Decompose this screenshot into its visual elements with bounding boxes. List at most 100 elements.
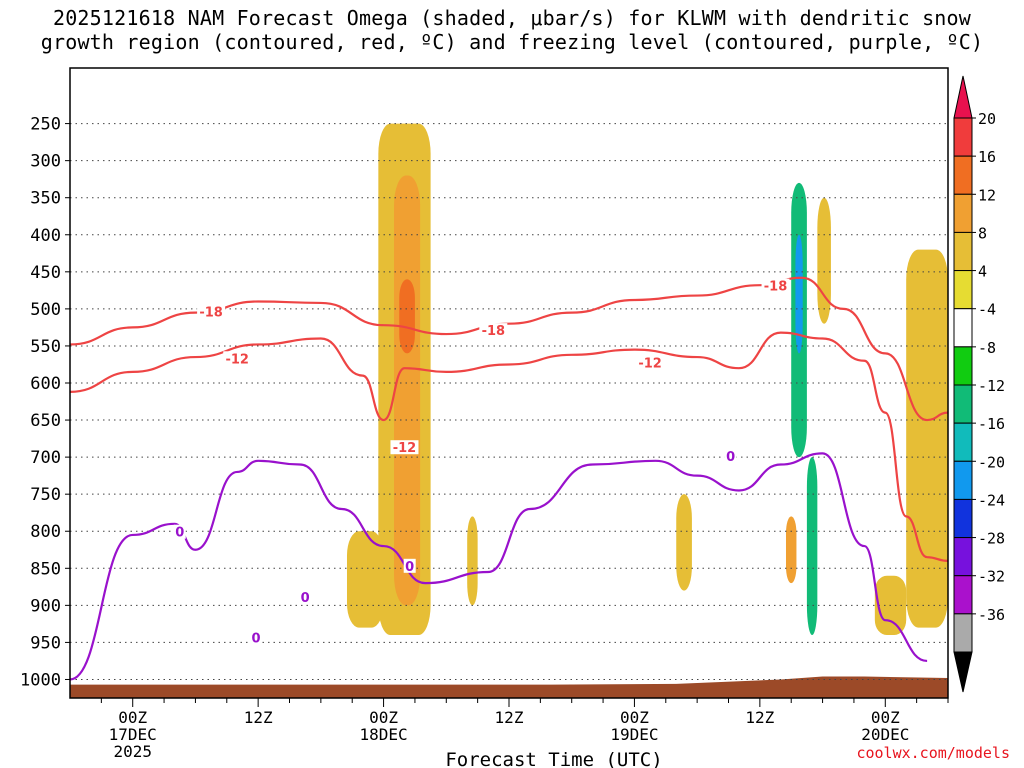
colorbar-band xyxy=(953,613,973,653)
colorbar-band xyxy=(953,117,973,157)
contour-label-bg xyxy=(390,440,419,455)
y-tick-label: 500 xyxy=(30,300,61,320)
contour-label: 0 xyxy=(301,591,310,606)
colorbar-label: 20 xyxy=(978,110,996,128)
y-tick-label: 450 xyxy=(30,263,61,283)
omega-cell xyxy=(785,516,797,584)
omega-cell xyxy=(294,182,327,428)
contour-label-bg xyxy=(250,630,263,645)
y-tick-label: 750 xyxy=(30,485,61,505)
omega-cell xyxy=(806,457,818,635)
omega-cell xyxy=(676,494,692,591)
colorbar-band xyxy=(953,460,973,500)
contour-label-bg xyxy=(299,589,312,604)
colorbar-band xyxy=(953,422,973,462)
x-tick-label: 00Z xyxy=(871,708,900,727)
y-tick-label: 600 xyxy=(30,374,61,394)
x-tick-label: 2025 xyxy=(113,742,152,761)
y-tick-label: 700 xyxy=(30,448,61,468)
colorbar-label: -8 xyxy=(978,339,996,357)
x-tick-label: 19DEC xyxy=(610,725,658,744)
contour-line xyxy=(70,276,948,422)
y-tick-label: 650 xyxy=(30,411,61,431)
contour-label: -18 xyxy=(482,324,506,339)
omega-cell xyxy=(795,234,803,354)
colorbar-label: 4 xyxy=(978,263,987,281)
colorbar-label: -24 xyxy=(978,491,1005,509)
contour-label-bg xyxy=(761,278,790,293)
chart-title: 2025121618 NAM Forecast Omega (shaded, μ… xyxy=(0,6,1024,54)
colorbar-band xyxy=(953,231,973,272)
omega-cell xyxy=(906,249,948,628)
omega-cell xyxy=(467,516,478,606)
x-tick-label: 12Z xyxy=(495,708,524,727)
contour-label-bg xyxy=(223,351,252,366)
omega-cell xyxy=(754,234,771,354)
contour-label: 0 xyxy=(726,450,735,465)
contour-label-bg xyxy=(403,558,416,573)
contour-label: -12 xyxy=(638,357,662,372)
y-tick-label: 1000 xyxy=(20,670,61,690)
colorbar-band xyxy=(953,155,973,195)
contour-label: -12 xyxy=(225,352,249,367)
y-tick-label: 900 xyxy=(30,596,61,616)
x-tick-label: 12Z xyxy=(244,708,273,727)
colorbar-label: -20 xyxy=(978,453,1005,471)
plot-area: -18 -12 -12 -18 -12 -18 0 0 0 0 0 xyxy=(70,123,948,698)
chart-title-line2: growth region (contoured, red, ºC) and f… xyxy=(40,30,984,54)
colorbar-band xyxy=(953,270,973,310)
contour-label-bg xyxy=(479,323,508,338)
terrain-fill xyxy=(70,676,948,698)
contour-line xyxy=(70,452,928,681)
colorbar-label: 16 xyxy=(978,148,996,166)
colorbar-band xyxy=(953,498,973,539)
omega-cell xyxy=(817,197,831,324)
colorbar-band xyxy=(953,537,973,577)
omega-cell xyxy=(399,279,415,354)
omega-cell xyxy=(702,219,734,354)
site-credit: coolwx.com/models xyxy=(856,744,1010,762)
x-tick-label: 18DEC xyxy=(359,725,407,744)
colorbar-label: -28 xyxy=(978,530,1005,548)
contour-label: 0 xyxy=(252,632,261,647)
colorbar-band xyxy=(953,308,973,348)
colorbar-label: -32 xyxy=(978,568,1005,586)
y-tick-label: 300 xyxy=(30,152,61,172)
contour-label: -12 xyxy=(393,441,417,456)
contour-label: -18 xyxy=(764,280,788,295)
x-tick-label: 00Z xyxy=(369,708,398,727)
x-tick-label: 20DEC xyxy=(861,725,909,744)
contour-label: -18 xyxy=(199,306,223,321)
y-tick-label: 350 xyxy=(30,189,61,209)
omega-cell xyxy=(394,175,421,606)
omega-cell xyxy=(346,531,384,628)
y-tick-label: 850 xyxy=(30,559,61,579)
x-tick-label: 00Z xyxy=(118,708,147,727)
x-tick-label: 00Z xyxy=(620,708,649,727)
colorbar-band xyxy=(953,384,973,424)
x-tick-label: 17DEC xyxy=(109,725,157,744)
colorbar-band xyxy=(953,575,973,615)
y-tick-label: 250 xyxy=(30,115,61,135)
contour-label: 0 xyxy=(405,560,414,575)
x-tick-label: 12Z xyxy=(745,708,774,727)
colorbar-label: -12 xyxy=(978,377,1005,395)
colorbar-label: 8 xyxy=(978,224,987,242)
colorbar-band xyxy=(953,193,973,233)
contour-label-bg xyxy=(636,355,665,370)
chart-title-line1: 2025121618 NAM Forecast Omega (shaded, μ… xyxy=(52,6,972,30)
y-tick-label: 400 xyxy=(30,226,61,246)
contour-label-bg xyxy=(197,304,226,319)
contour-label-bg xyxy=(173,524,186,539)
colorbar-band xyxy=(953,346,973,386)
colorbar-bottom-arrow xyxy=(953,651,973,693)
colorbar-top-arrow xyxy=(953,75,973,119)
colorbar-label: -36 xyxy=(978,606,1005,624)
contour-label: 0 xyxy=(175,526,184,541)
y-tick-label: 950 xyxy=(30,633,61,653)
omega-cell xyxy=(435,190,452,280)
colorbar-label: -16 xyxy=(978,415,1005,433)
contour-label-bg xyxy=(724,449,737,464)
colorbar-label: 12 xyxy=(978,186,996,204)
